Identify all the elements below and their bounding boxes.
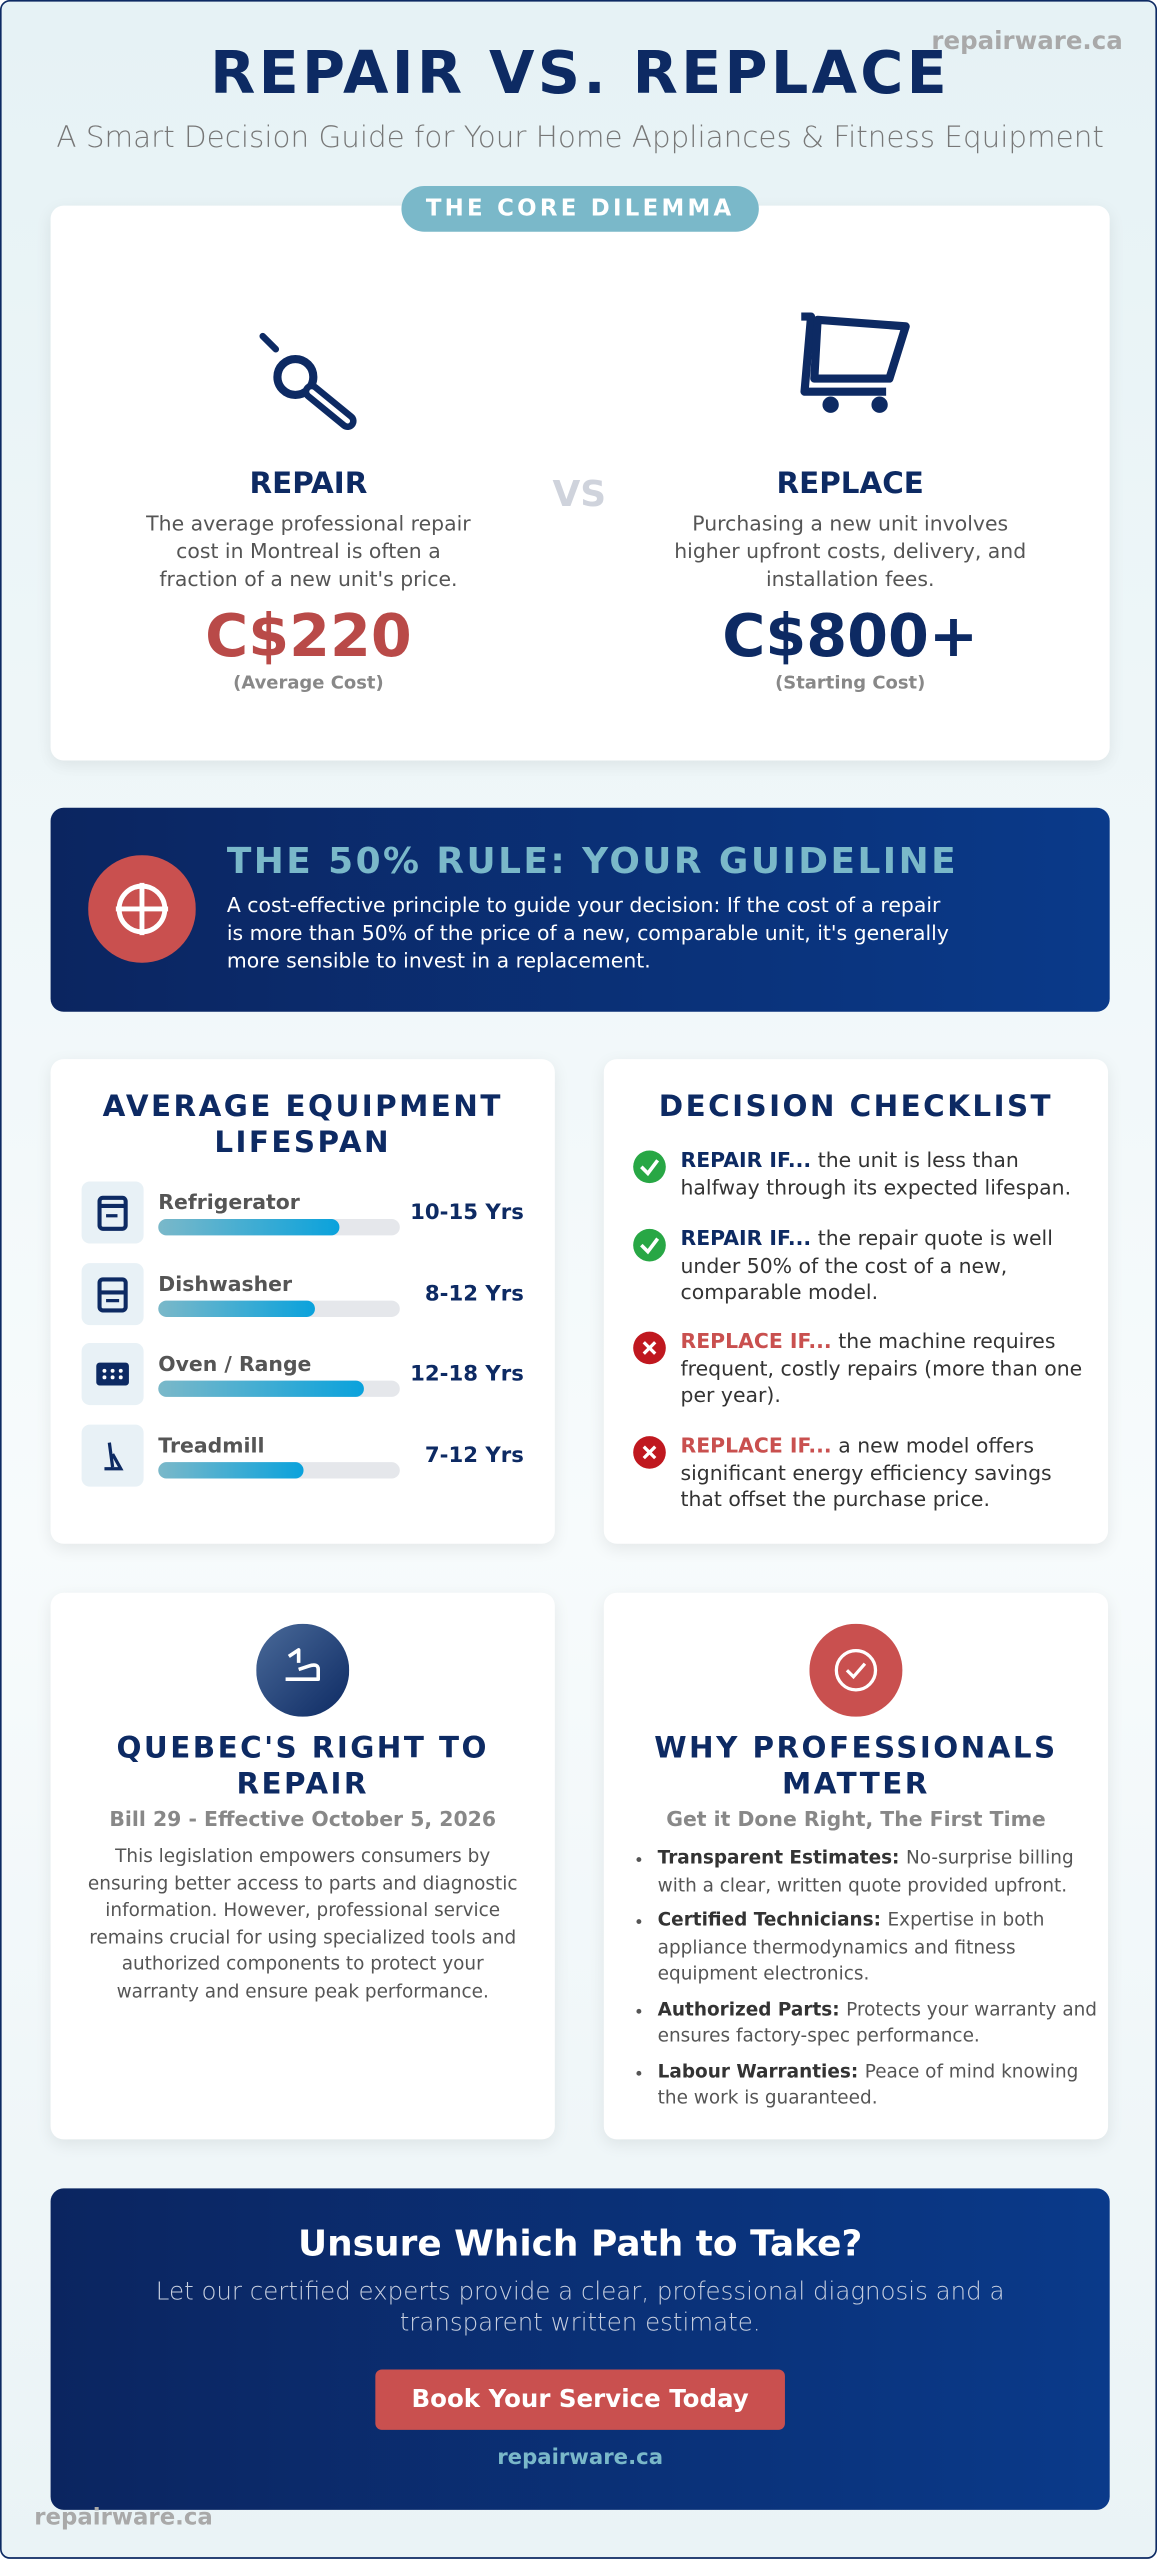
- check-item: REPLACE IF... the machine requires freque…: [681, 1328, 1089, 1409]
- lead: Labour Warranties:: [657, 2060, 859, 2082]
- repair-price: C$220: [205, 603, 412, 671]
- cross-icon: [633, 1436, 666, 1469]
- text: Expertise in both appliance thermodynami…: [657, 1909, 1045, 1985]
- pros-subtitle: Get it Done Right, The First Time: [666, 1806, 1046, 1831]
- item-name: Treadmill: [158, 1432, 265, 1458]
- cta-box: Unsure Which Path to Take? Let our certi…: [50, 2188, 1110, 2510]
- text: a new model offers significant energy ef…: [680, 1432, 1052, 1512]
- lead: Transparent Estimates:: [657, 1847, 900, 1869]
- text: No-surprise billing with a clear, writte…: [657, 1847, 1074, 1896]
- pro-item: Labour Warranties:Peace of mind knowing …: [658, 2059, 1102, 2113]
- vs: VS: [552, 474, 607, 516]
- cta-title: Unsure Which Path to Take?: [297, 2224, 863, 2266]
- item-years: 8-12 Yrs: [424, 1282, 524, 1308]
- watermark: repairware.ca: [931, 26, 1123, 56]
- bar-fill: [158, 1300, 316, 1317]
- quebec-icon: [256, 1623, 350, 1717]
- cta-text: Let our certified experts provide a clea…: [155, 2276, 1005, 2337]
- checklist-title: DECISION CHECKLIST: [658, 1090, 1054, 1125]
- title: REPAIR VS. REPLACE: [210, 40, 951, 108]
- cta-link[interactable]: repairware.ca: [497, 2446, 664, 2471]
- rule-title: THE 50% RULE: YOUR GUIDELINE: [226, 842, 959, 883]
- cta-button[interactable]: Book Your Service Today: [375, 2369, 785, 2430]
- footer-watermark: repairware.ca: [34, 2504, 213, 2532]
- repair-note: (Average Cost): [233, 672, 384, 694]
- pro-item: Transparent Estimates:No-surprise billin…: [658, 1846, 1102, 1900]
- quebec-subtitle: Bill 29 - Effective October 5, 2026: [109, 1806, 497, 1831]
- pros-card: WHY PROFESSIONALS MATTER Get it Done Rig…: [603, 1592, 1109, 2140]
- quebec-text: This legislation empowers consumers by e…: [87, 1845, 518, 2002]
- rule-text: A cost-effective principle to guide your…: [226, 892, 949, 973]
- replace-price: C$800+: [722, 603, 979, 671]
- bar-track: [158, 1462, 400, 1479]
- icon: [81, 1343, 144, 1406]
- icon: [81, 1263, 144, 1326]
- subtitle: A Smart Decision Guide for Your Home App…: [56, 120, 1104, 156]
- text: the unit is less than halfway through it…: [680, 1147, 1072, 1199]
- pro-item: Authorized Parts:Protects your warranty …: [658, 1997, 1102, 2051]
- icon: [81, 1181, 144, 1244]
- quebec-card: QUEBEC'S RIGHT TO REPAIR Bill 29 - Effec…: [50, 1592, 555, 2140]
- wrench-icon: [259, 332, 357, 431]
- badge: THE CORE DILEMMA: [401, 186, 759, 232]
- text: Peace of mind knowing the work is guaran…: [657, 2060, 1079, 2109]
- text: the repair quote is well under 50% of th…: [680, 1225, 1053, 1304]
- lead: REPAIR IF...: [680, 1147, 812, 1172]
- cross-icon: [633, 1331, 666, 1365]
- replace-title: REPLACE: [776, 466, 924, 501]
- pros-title: WHY PROFESSIONALS MATTER: [654, 1731, 1058, 1802]
- check-item: REPAIR IF... the repair quote is well und…: [681, 1226, 1089, 1307]
- bar-fill: [158, 1462, 304, 1479]
- bar-fill: [158, 1219, 340, 1236]
- lifespan-card: AVERAGE EQUIPMENT LIFESPAN Refrigerator …: [50, 1059, 555, 1544]
- replace-note: (Starting Cost): [775, 672, 926, 694]
- lead: REPAIR IF...: [680, 1225, 812, 1251]
- checklist-card: DECISION CHECKLIST REPAIR IF... the unit …: [603, 1059, 1109, 1544]
- text: Protects your warranty and ensures facto…: [657, 1998, 1098, 2047]
- item-years: 10-15 Yrs: [410, 1201, 524, 1226]
- lead: Certified Technicians:: [657, 1909, 881, 1931]
- item-name: Oven / Range: [158, 1351, 312, 1376]
- item-name: Dishwasher: [158, 1271, 293, 1296]
- pros-list: Transparent Estimates:No-surprise billin…: [635, 1846, 1102, 2121]
- repair-title: REPAIR: [249, 466, 368, 501]
- bar-track: [158, 1380, 400, 1397]
- lead: REPLACE IF...: [680, 1432, 832, 1458]
- dilemma-card: REPAIR The average professional repair c…: [50, 205, 1110, 761]
- bar-track: [158, 1219, 400, 1236]
- replace-text: Purchasing a new unit involves higher up…: [674, 510, 1027, 591]
- rule-icon: [88, 855, 196, 963]
- bar-track: [158, 1300, 400, 1317]
- icon: [81, 1424, 144, 1487]
- check-icon: [633, 1150, 666, 1184]
- quebec-title: QUEBEC'S RIGHT TO REPAIR: [116, 1731, 489, 1802]
- item-years: 7-12 Yrs: [424, 1444, 524, 1469]
- pros-icon: [809, 1623, 903, 1717]
- check-item: REPAIR IF... the unit is less than halfwa…: [681, 1147, 1089, 1201]
- lifespan-title: AVERAGE EQUIPMENT LIFESPAN: [102, 1090, 503, 1161]
- bar-fill: [158, 1380, 364, 1397]
- lead: REPLACE IF...: [680, 1328, 832, 1353]
- item-name: Refrigerator: [158, 1189, 300, 1215]
- text: the machine requires frequent, costly re…: [680, 1328, 1083, 1407]
- pro-item: Certified Technicians:Expertise in both …: [658, 1908, 1102, 1989]
- repair-text: The average professional repair cost in …: [146, 510, 471, 591]
- lead: Authorized Parts:: [657, 1998, 840, 2020]
- check-icon: [633, 1228, 666, 1262]
- check-item: REPLACE IF... a new model offers signific…: [681, 1433, 1089, 1514]
- item-years: 12-18 Yrs: [410, 1362, 524, 1388]
- cart-icon: [800, 312, 910, 413]
- rule-box: THE 50% RULE: YOUR GUIDELINE A cost-effe…: [50, 807, 1110, 1012]
